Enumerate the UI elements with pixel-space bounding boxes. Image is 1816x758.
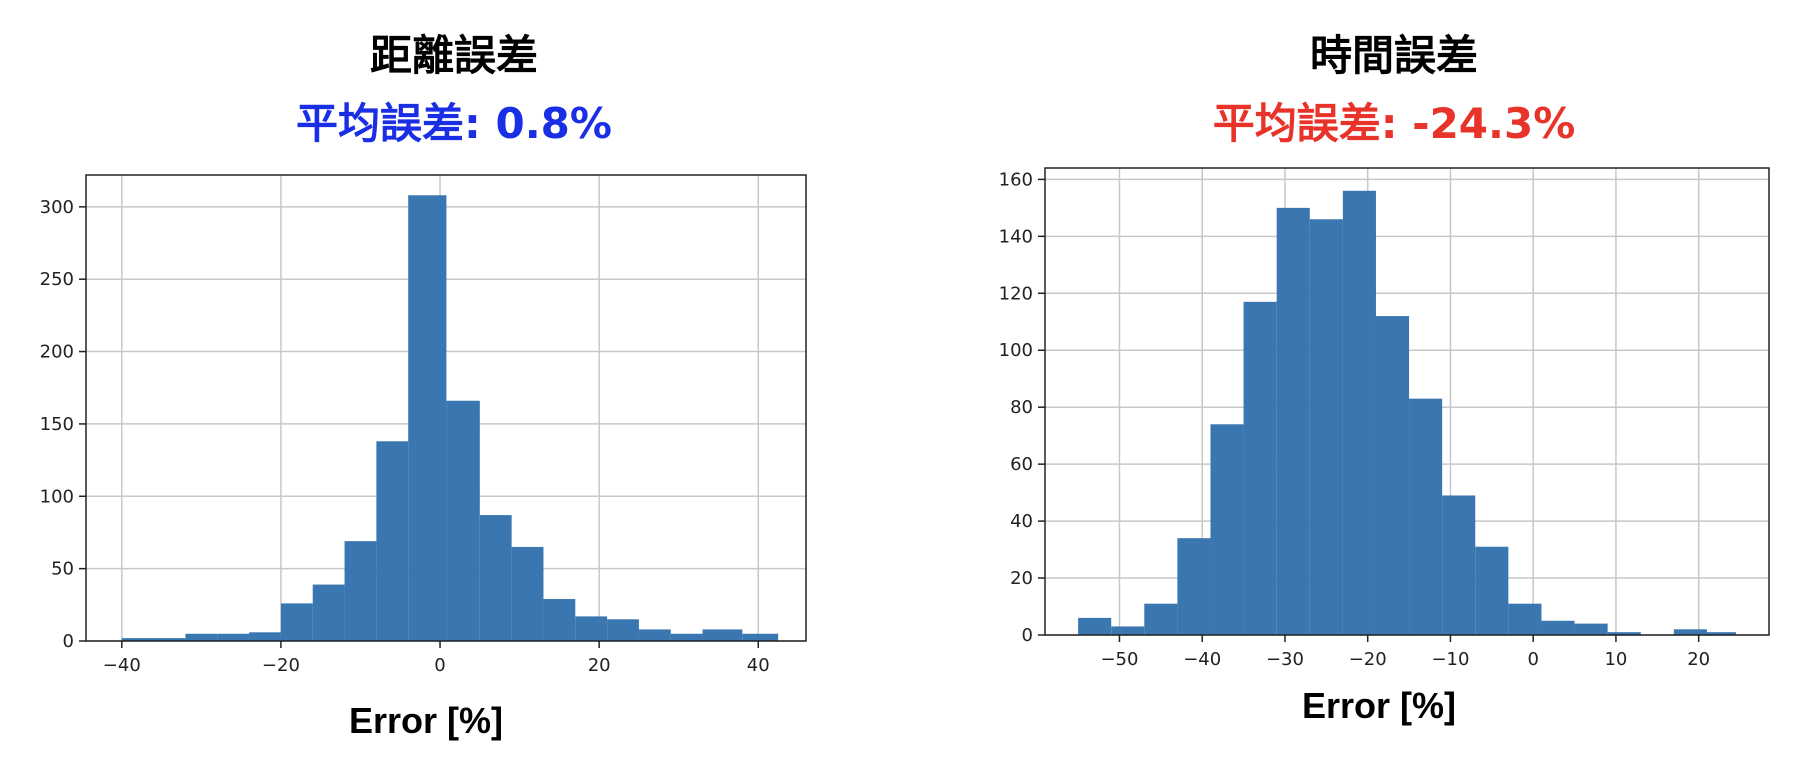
- y-tick-label: 300: [40, 197, 74, 218]
- y-tick-label: 140: [999, 226, 1033, 247]
- histogram-bar: [408, 195, 447, 641]
- histogram-bar: [280, 603, 313, 641]
- histogram-bar: [312, 584, 345, 641]
- y-tick-label: 40: [1010, 511, 1033, 532]
- histogram-bar: [1375, 316, 1410, 635]
- y-tick-label: 50: [51, 559, 74, 580]
- x-tick-label: −40: [1183, 649, 1221, 670]
- x-tick-label: −50: [1100, 649, 1138, 670]
- histogram-bar: [543, 599, 576, 641]
- chart-panel-distance: 距離誤差 平均誤差: 0.8% −40 −20 0 20 40 0 50 100 150 200 2…: [40, 31, 807, 741]
- y-tick-label: 0: [1022, 625, 1033, 646]
- x-tick-label: −30: [1266, 649, 1304, 670]
- histogram-bar: [1243, 301, 1277, 635]
- histogram-bar: [1309, 219, 1343, 635]
- histogram-bar: [1177, 538, 1211, 635]
- histogram-bar: [376, 441, 409, 641]
- x-tick-label: −20: [262, 655, 300, 676]
- histogram-bar: [1342, 190, 1376, 635]
- histogram-bar: [1276, 207, 1310, 636]
- histogram-bar: [575, 616, 608, 641]
- histogram-bar: [446, 400, 480, 641]
- x-tick-label: 20: [1687, 649, 1710, 670]
- histogram-bar: [153, 638, 186, 641]
- histogram-bar: [638, 629, 671, 641]
- histogram-bar: [1673, 629, 1707, 635]
- x-tick-label: −20: [1349, 649, 1387, 670]
- histogram-bar: [344, 541, 377, 641]
- histogram-bar: [1078, 617, 1112, 635]
- chart-panel-time: 時間誤差 平均誤差: -24.3% −50 −40 −30 −20 −10 0 10 20 0 2…: [908, 0, 1816, 758]
- y-tick-label: 250: [40, 269, 74, 290]
- histogram-bar: [1541, 620, 1575, 635]
- chart-subtitle: 平均誤差: 0.8%: [296, 99, 612, 148]
- histogram-bar: [1111, 626, 1145, 635]
- y-tick-label: 150: [40, 414, 74, 435]
- histogram-bar: [742, 633, 779, 641]
- histogram-bar: [1508, 603, 1542, 635]
- y-tick-label: 160: [999, 169, 1033, 190]
- histogram-bar: [1144, 603, 1178, 635]
- x-tick-label: 40: [747, 655, 770, 676]
- y-tick-label: 20: [1010, 568, 1033, 589]
- y-tick-label: 200: [40, 342, 74, 363]
- y-tick-label: 100: [40, 486, 74, 507]
- histogram-bar: [1475, 546, 1509, 635]
- chart-subtitle: 平均誤差: -24.3%: [1212, 99, 1576, 148]
- histogram-bar: [1574, 623, 1608, 635]
- histogram-bar: [217, 633, 250, 641]
- histogram-bar: [1442, 495, 1476, 635]
- histogram-bar: [1210, 424, 1244, 635]
- plot-frame: [85, 174, 807, 642]
- y-tick-label: 100: [999, 340, 1033, 361]
- histogram-bar: [1409, 398, 1443, 635]
- x-tick-label: −10: [1431, 649, 1469, 670]
- histogram-bar: [249, 632, 281, 641]
- x-axis-label: Error [%]: [1301, 685, 1457, 726]
- x-tick-label: 10: [1604, 649, 1627, 670]
- histogram-bar: [185, 633, 218, 641]
- x-tick-label: 0: [434, 655, 445, 676]
- chart-title: 距離誤差: [369, 31, 538, 80]
- y-tick-label: 0: [63, 631, 74, 652]
- histogram-bar: [702, 629, 743, 641]
- x-tick-label: 0: [1527, 649, 1538, 670]
- histogram-bar: [479, 515, 512, 641]
- histogram-distance: −40 −20 0 20 40 0 50 100 150 200 250 300: [40, 174, 807, 676]
- histogram-bar: [607, 619, 639, 641]
- y-tick-label: 60: [1010, 454, 1033, 475]
- histogram-time: −50 −40 −30 −20 −10 0 10 20 0 20 40 60 80 100 120 140 16…: [999, 167, 1770, 670]
- y-tick-label: 120: [999, 283, 1033, 304]
- x-axis-label: Error [%]: [348, 700, 504, 741]
- histogram-bar: [1607, 632, 1641, 635]
- x-tick-label: −40: [103, 655, 141, 676]
- histogram-bar: [1706, 632, 1736, 635]
- plot-frame: [1044, 167, 1770, 636]
- histogram-bar: [511, 546, 544, 641]
- histogram-bar: [121, 638, 154, 641]
- chart-title: 時間誤差: [1309, 31, 1478, 80]
- x-tick-label: 20: [588, 655, 611, 676]
- y-tick-label: 80: [1010, 397, 1033, 418]
- histogram-bar: [670, 633, 703, 641]
